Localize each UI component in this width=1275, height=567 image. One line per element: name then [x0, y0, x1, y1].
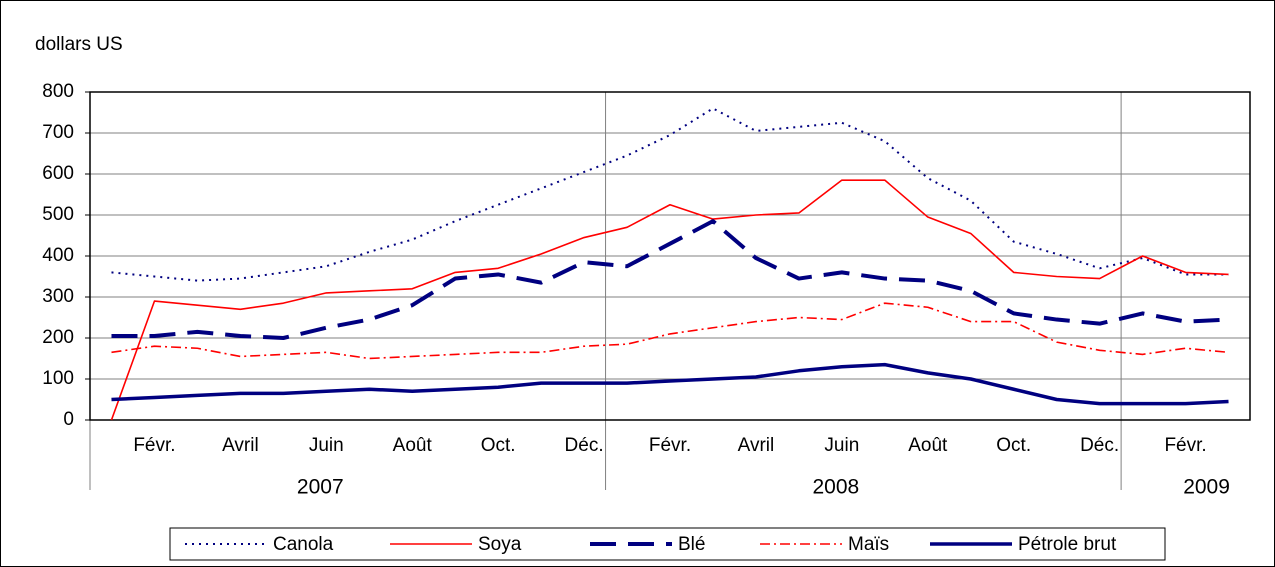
- y-tick-label: 700: [42, 122, 74, 143]
- y-tick-label: 300: [42, 286, 74, 307]
- legend-label: Maïs: [848, 534, 889, 555]
- x-tick-label: Juin: [309, 435, 344, 456]
- x-tick-label: Févr.: [133, 435, 175, 456]
- legend-label: Pétrole brut: [1018, 534, 1117, 555]
- year-label: 2007: [297, 476, 344, 499]
- x-tick-label: Oct.: [996, 435, 1031, 456]
- series-line: [111, 362, 1229, 406]
- y-tick-label: 400: [42, 245, 74, 266]
- x-tick-label: Févr.: [1164, 435, 1206, 456]
- plot-border: [89, 91, 1251, 421]
- x-tick-label: Févr.: [649, 435, 691, 456]
- series-line: [110, 179, 1229, 421]
- x-tick-label: Avril: [222, 435, 259, 456]
- series-line: [111, 302, 1229, 360]
- x-tick-label: Juin: [824, 435, 859, 456]
- y-tick-label: 600: [42, 163, 74, 184]
- y-tick-label: 800: [42, 81, 74, 102]
- x-tick-label: Oct.: [481, 435, 516, 456]
- y-tick-label: 0: [63, 409, 74, 430]
- year-label: 2008: [812, 476, 859, 499]
- y-axis-label: dollars US: [35, 34, 123, 55]
- y-tick-label: 200: [42, 327, 74, 348]
- legend-label: Blé: [678, 534, 705, 555]
- x-tick-label: Déc.: [1080, 435, 1119, 456]
- x-tick-label: Déc.: [565, 435, 604, 456]
- x-tick-label: Août: [393, 435, 433, 456]
- year-label: 2009: [1183, 476, 1230, 499]
- legend-label: Soya: [478, 534, 522, 555]
- y-tick-label: 500: [42, 204, 74, 225]
- series-line: [111, 219, 1229, 340]
- x-tick-label: Août: [908, 435, 948, 456]
- legend-label: Canola: [273, 534, 334, 555]
- x-tick-label: Avril: [738, 435, 775, 456]
- y-tick-label: 100: [42, 368, 74, 389]
